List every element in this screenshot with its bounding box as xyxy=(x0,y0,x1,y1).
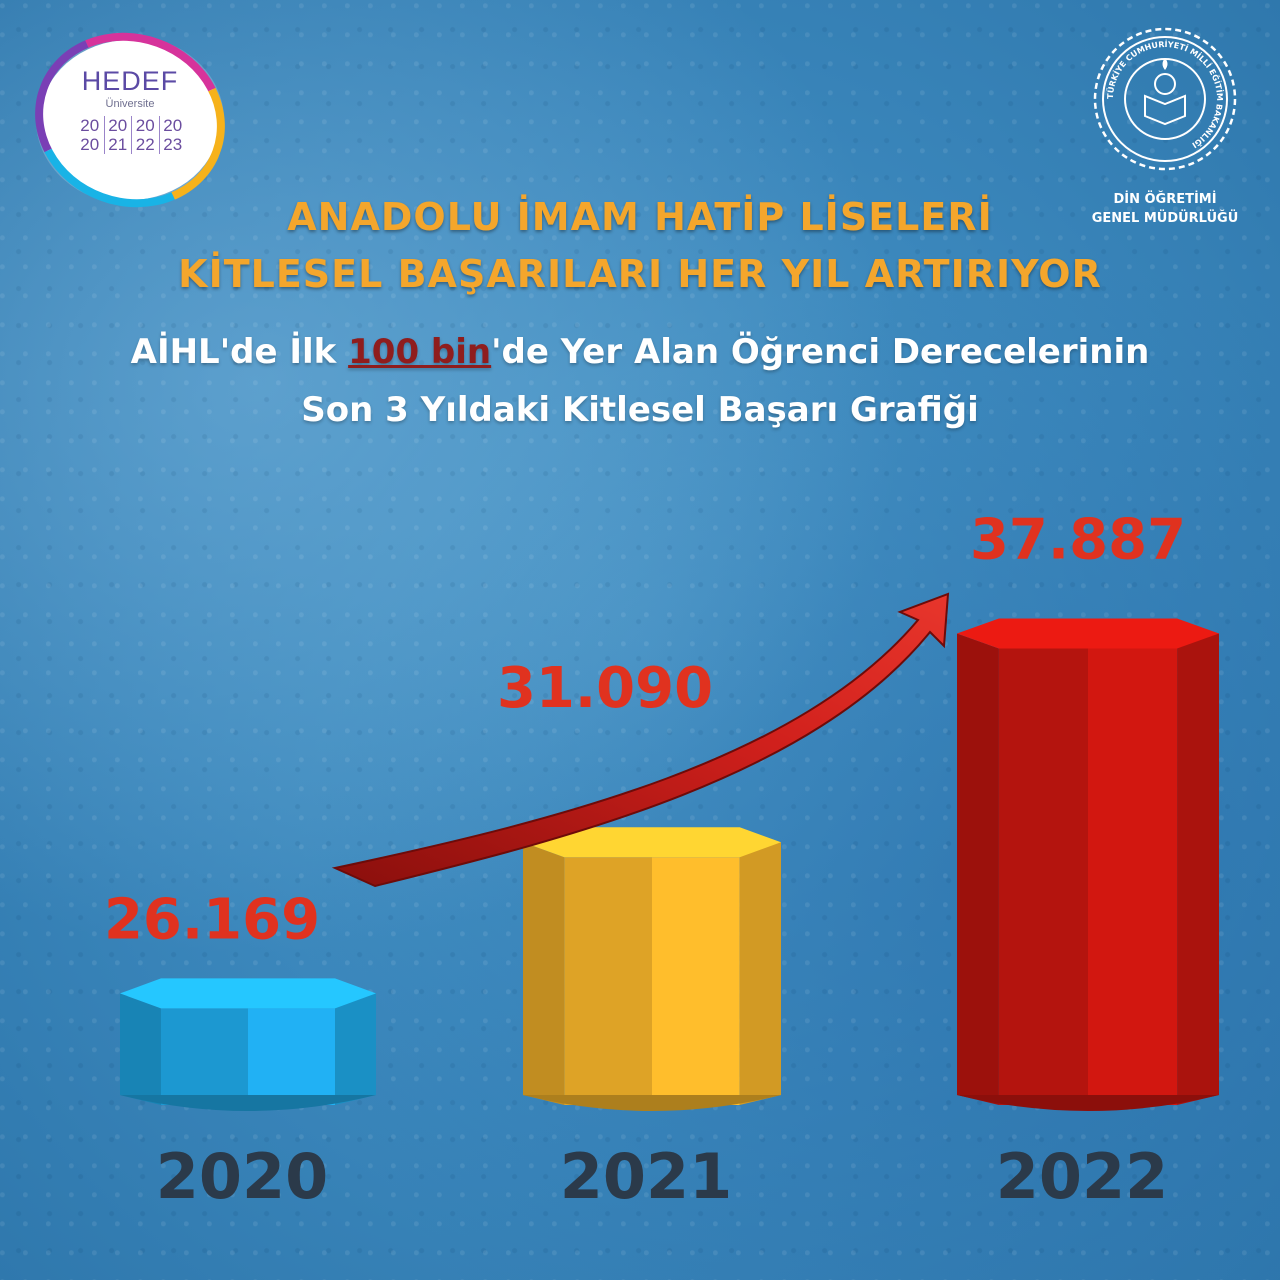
subtitle-prefix: AİHL'de İlk xyxy=(130,332,349,372)
year-label-2022: 2022 xyxy=(996,1140,1169,1213)
hedef-universite-logo: HEDEF Üniversite 20 20 20 20 20 21 22 23 xyxy=(10,6,250,234)
main-title-line1: ANADOLU İMAM HATİP LİSELERİ xyxy=(287,195,993,239)
bar-2020 xyxy=(120,978,376,1111)
logo-name: HEDEF xyxy=(81,66,179,96)
bar-bottom-rim xyxy=(957,1095,1219,1111)
bar-facet xyxy=(1177,633,1219,1105)
bar-top-cap xyxy=(523,827,781,858)
main-title-line2: KİTLESEL BAŞARILARI HER YIL ARTIRIYOR xyxy=(178,252,1102,296)
logo-year-digit: 20 xyxy=(131,116,159,135)
bar-facet xyxy=(652,857,740,1105)
bar-bottom-rim xyxy=(523,1095,781,1111)
bar-top-cap xyxy=(120,978,376,1009)
logo-year-digit: 20 xyxy=(80,135,100,154)
bar-2022 xyxy=(957,618,1219,1111)
bar-facet xyxy=(248,1008,336,1105)
bar-facet xyxy=(998,648,1088,1105)
subtitle-line2: Son 3 Yıldaki Kitlesel Başarı Grafiği xyxy=(301,390,979,430)
meb-caption-line2: GENEL MÜDÜRLÜĞÜ xyxy=(1091,211,1239,226)
bar-facet xyxy=(160,1008,248,1105)
growth-arrow xyxy=(331,592,950,888)
bar-facet xyxy=(523,842,565,1105)
meb-seal-logo: TÜRKİYE CUMHURİYETİ MİLLİ EĞİTİM BAKANLI… xyxy=(1093,27,1237,171)
logo-subtitle: Üniversite xyxy=(105,98,155,110)
value-label-2021: 31.090 xyxy=(497,656,713,721)
subtitle-line1: AİHL'de İlk 100 bin'de Yer Alan Öğrenci … xyxy=(20,332,1260,372)
value-label-2020: 26.169 xyxy=(104,887,320,952)
logo-year-digit: 20 xyxy=(158,116,187,135)
year-label-2021: 2021 xyxy=(560,1140,733,1213)
logo-year-digit: 23 xyxy=(158,135,187,154)
bar-facet xyxy=(1088,648,1178,1105)
meb-caption: DİN ÖĞRETİMİ GENEL MÜDÜRLÜĞÜ xyxy=(1070,190,1260,228)
logo-year-digit: 22 xyxy=(131,135,159,154)
year-label-2020: 2020 xyxy=(156,1140,329,1213)
logo-year-digit: 20 xyxy=(80,116,100,135)
subtitle-highlight: 100 bin xyxy=(348,332,492,372)
bar-bottom-rim xyxy=(120,1095,376,1111)
bar-facet xyxy=(564,857,652,1105)
bar-2021 xyxy=(523,827,781,1111)
bar-facet xyxy=(335,993,376,1105)
meb-caption-line1: DİN ÖĞRETİMİ xyxy=(1113,192,1217,207)
subtitle-suffix: 'de Yer Alan Öğrenci Derecelerinin xyxy=(491,332,1150,372)
bar-top-cap xyxy=(957,618,1219,649)
value-label-2022: 37.887 xyxy=(970,507,1186,572)
logo-year-digit: 20 xyxy=(103,116,132,135)
bar-facet xyxy=(957,633,999,1105)
logo-years: 20 20 20 20 20 21 22 23 xyxy=(76,116,186,154)
logo-year-digit: 21 xyxy=(103,135,132,154)
bar-facet xyxy=(739,842,781,1105)
bar-facet xyxy=(120,993,161,1105)
